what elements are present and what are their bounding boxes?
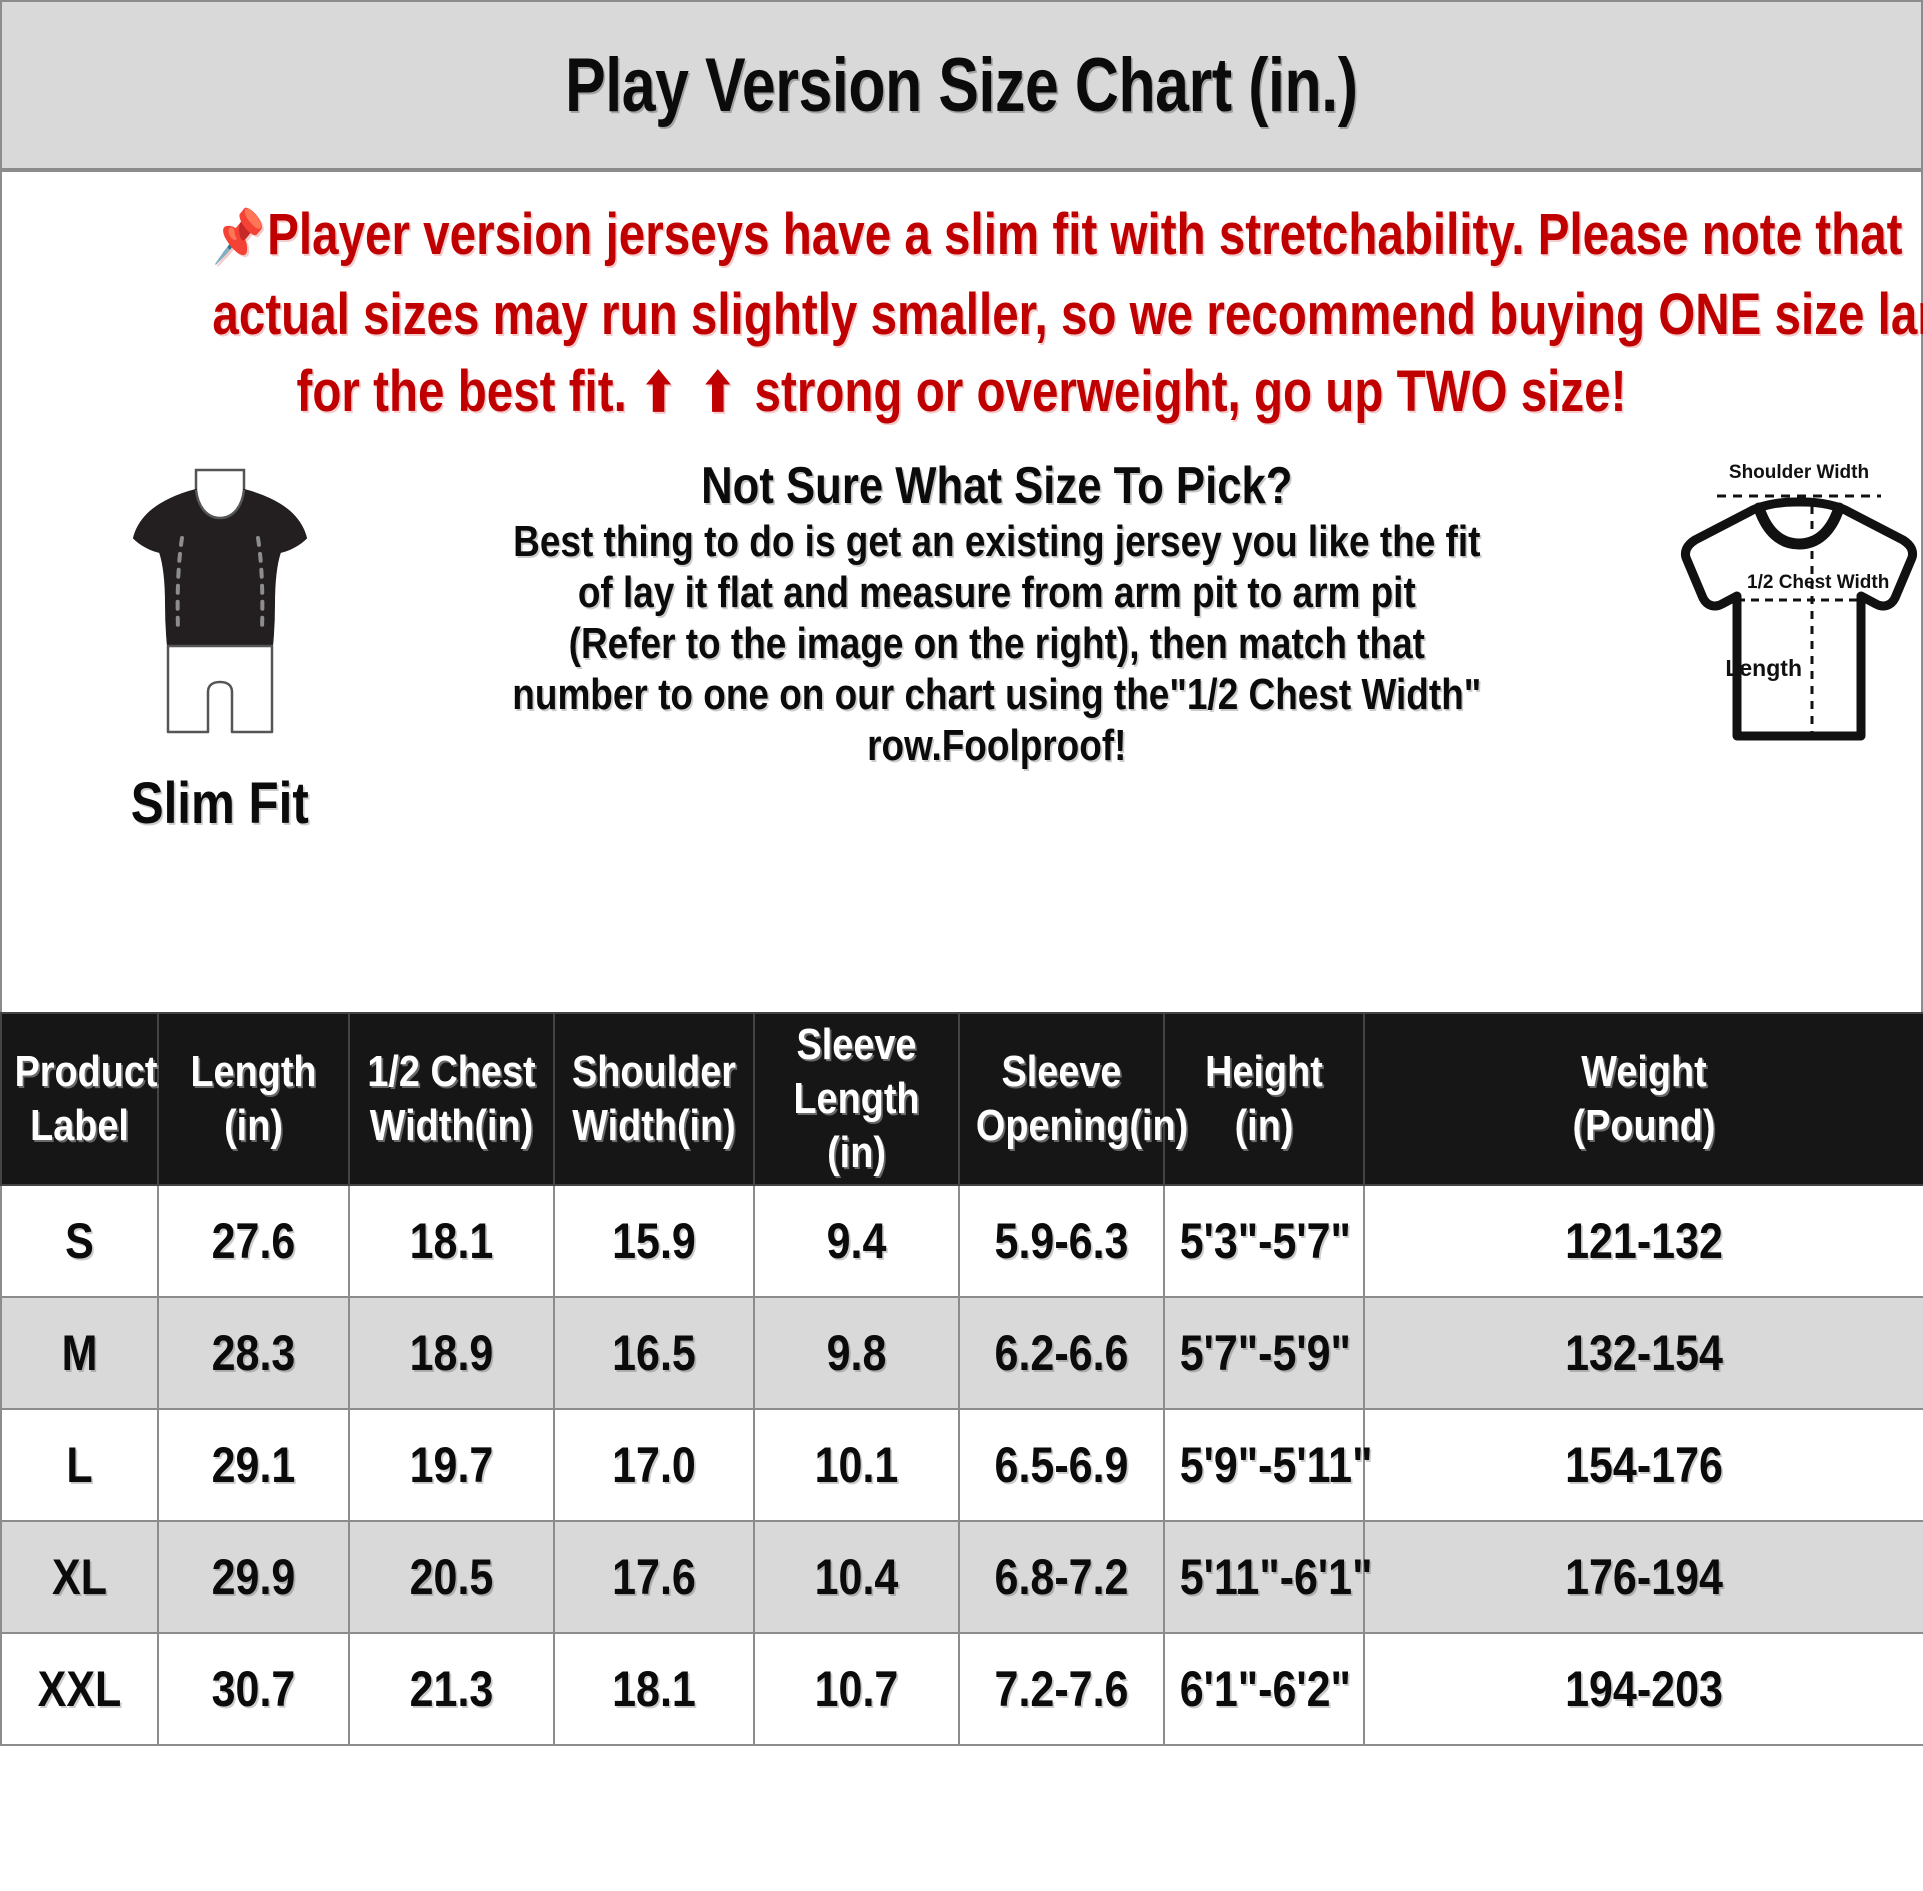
slim-fit-label: Slim Fit: [130, 771, 310, 836]
up-arrow-icons: ⬆ ⬆: [640, 363, 742, 423]
notice-line-1: 📌Player version jerseys have a slim fit …: [212, 196, 1902, 276]
shoulder-width-label: Shoulder Width: [1728, 462, 1868, 483]
column-header-shoulder-width: Shoulder Width(in): [553, 1012, 755, 1186]
cell-length: 27.6: [157, 1184, 350, 1298]
cell-sleeve-length: 10.4: [753, 1520, 960, 1634]
cell-half-chest: 18.1: [348, 1184, 555, 1298]
cell-shoulder: 15.9: [553, 1184, 755, 1298]
cell-size: M: [0, 1296, 159, 1410]
column-header-weight: Weight (Pound): [1363, 1012, 1923, 1186]
cell-sleeve-length: 9.4: [753, 1184, 960, 1298]
guide-line-1: Best thing to do is get an existing jers…: [513, 517, 1481, 566]
cell-sleeve-length: 10.7: [753, 1632, 960, 1746]
cell-half-chest: 18.9: [348, 1296, 555, 1410]
guide-line-5: row.Foolproof!: [867, 721, 1127, 770]
cell-sleeve-length: 10.1: [753, 1408, 960, 1522]
half-chest-width-label: 1/2 Chest Width: [1747, 572, 1889, 593]
cell-half-chest: 19.7: [348, 1408, 555, 1522]
table-row: L 29.1 19.7 17.0 10.1 6.5-6.9 5'9"-5'11"…: [0, 1408, 1923, 1522]
guide-section: Slim Fit Not Sure What Size To Pick? Bes…: [2, 432, 1921, 837]
guide-text-block: Not Sure What Size To Pick? Best thing t…: [410, 456, 1584, 771]
guide-line-4: number to one on our chart using the"1/2…: [512, 670, 1482, 719]
cell-height: 5'11"-6'1": [1163, 1520, 1372, 1634]
cell-height: 5'7"-5'9": [1163, 1296, 1365, 1410]
tshirt-diagram: Shoulder Width 1/2 Chest Width Length: [1584, 456, 1923, 760]
cell-weight: 121-132: [1363, 1184, 1923, 1298]
cell-weight: 132-154: [1363, 1296, 1923, 1410]
cell-weight: 176-194: [1363, 1520, 1923, 1634]
slim-fit-illustration: Slim Fit: [30, 456, 410, 837]
column-header-length: Length (in): [157, 1012, 350, 1186]
guide-line-2: of lay it flat and measure from arm pit …: [577, 568, 1416, 617]
cell-length: 29.1: [157, 1408, 350, 1522]
cell-sleeve-opening: 6.2-6.6: [958, 1296, 1165, 1410]
table-row: S 27.6 18.1 15.9 9.4 5.9-6.3 5'3"-5'7" 1…: [0, 1184, 1923, 1298]
column-header-height: Height (in): [1163, 1012, 1365, 1186]
table-row: XL 29.9 20.5 17.6 10.4 6.8-7.2 5'11"-6'1…: [0, 1520, 1923, 1634]
size-chart-table: Product Label Length (in) 1/2 Chest Widt…: [0, 1012, 1923, 1746]
cell-half-chest: 20.5: [348, 1520, 555, 1634]
tshirt-measurement-icon: Shoulder Width 1/2 Chest Width Length: [1680, 462, 1917, 741]
cell-sleeve-opening: 5.9-6.3: [958, 1184, 1165, 1298]
notice-line-3: for the best fit. ⬆ ⬆ strong or overweig…: [212, 353, 1710, 432]
notice-block: 📌Player version jerseys have a slim fit …: [2, 172, 1923, 432]
cell-half-chest: 21.3: [348, 1632, 555, 1746]
cell-weight: 194-203: [1363, 1632, 1923, 1746]
column-header-sleeve-length: Sleeve Length (in): [753, 1012, 960, 1186]
guide-heading: Not Sure What Size To Pick?: [701, 457, 1293, 515]
pushpin-icon: 📌: [212, 208, 266, 266]
cell-length: 28.3: [157, 1296, 350, 1410]
mannequin-slim-fit-icon: [132, 468, 308, 734]
cell-shoulder: 16.5: [553, 1296, 755, 1410]
cell-size: XL: [0, 1520, 159, 1634]
length-label: Length: [1725, 655, 1802, 681]
info-section: 📌Player version jerseys have a slim fit …: [0, 172, 1923, 1012]
cell-height: 6'1"-6'2": [1163, 1632, 1365, 1746]
table-row: XXL 30.7 21.3 18.1 10.7 7.2-7.6 6'1"-6'2…: [0, 1632, 1923, 1746]
cell-sleeve-opening: 7.2-7.6: [958, 1632, 1165, 1746]
notice-line-3-pre: for the best fit.: [296, 359, 627, 424]
cell-size: XXL: [0, 1632, 159, 1746]
cell-shoulder: 17.0: [553, 1408, 755, 1522]
cell-sleeve-length: 9.8: [753, 1296, 960, 1410]
table-row: M 28.3 18.9 16.5 9.8 6.2-6.6 5'7"-5'9" 1…: [0, 1296, 1923, 1410]
column-header-half-chest-width: 1/2 Chest Width(in): [348, 1012, 555, 1186]
cell-shoulder: 17.6: [553, 1520, 755, 1634]
cell-shoulder: 18.1: [553, 1632, 755, 1746]
notice-line-1-text: Player version jerseys have a slim fit w…: [267, 202, 1903, 267]
cell-length: 29.9: [157, 1520, 350, 1634]
cell-sleeve-opening: 6.5-6.9: [958, 1408, 1165, 1522]
column-header-product-label: Product Label: [0, 1012, 159, 1186]
notice-line-2: actual sizes may run slightly smaller, s…: [212, 282, 1923, 347]
cell-sleeve-opening: 6.8-7.2: [958, 1520, 1165, 1634]
cell-height: 5'9"-5'11": [1163, 1408, 1372, 1522]
page-title: Play Version Size Chart (in.): [565, 42, 1358, 128]
notice-line-3-post: strong or overweight, go up TWO size!: [754, 359, 1627, 424]
page-title-band: Play Version Size Chart (in.): [0, 0, 1923, 172]
cell-height: 5'3"-5'7": [1163, 1184, 1365, 1298]
column-header-sleeve-opening: Sleeve Opening(in): [958, 1012, 1188, 1186]
table-header-row: Product Label Length (in) 1/2 Chest Widt…: [0, 1012, 1923, 1186]
cell-size: S: [0, 1184, 159, 1298]
cell-length: 30.7: [157, 1632, 350, 1746]
cell-weight: 154-176: [1363, 1408, 1923, 1522]
cell-size: L: [0, 1408, 159, 1522]
guide-line-3: (Refer to the image on the right), then …: [568, 619, 1425, 668]
